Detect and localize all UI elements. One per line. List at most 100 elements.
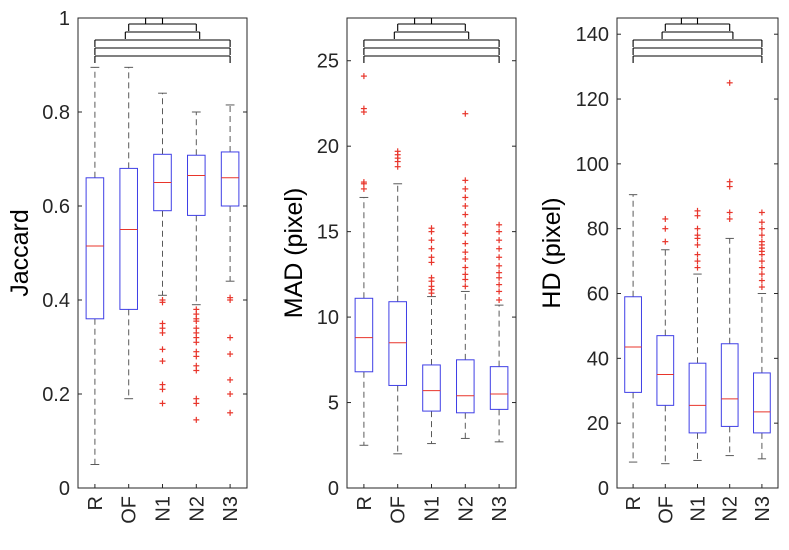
y-tick-label: 20 [317,136,339,158]
x-tick-label: N1 [688,496,710,522]
y-tick-label: 120 [576,89,609,111]
outlier-point [159,299,166,306]
outlier-point [394,163,401,170]
outlier-point [496,297,503,303]
outlier-point [496,254,503,261]
y-tick-label: 0.8 [42,102,70,124]
box-r [624,194,642,463]
iqr-box [85,177,105,320]
outlier-point [394,148,401,155]
y-tick-label: 5 [328,393,339,415]
outlier-point [462,177,469,184]
y-axis-label: HD (pixel) [538,197,566,308]
outlier-point [193,367,200,374]
bracket [363,55,500,63]
y-ticks: 0 0.2 0.4 0.6 0.8 1 [42,8,247,500]
x-tick-label: N3 [752,496,774,522]
outlier-point [462,203,469,209]
panel-hd: 0 20 40 60 80 100 120 140 R OF N1 N2 N3 HD (pixel) [538,17,779,524]
y-tick-label: 0 [328,478,339,500]
iqr-box [688,362,707,434]
outlier-point [462,185,469,192]
box-r [354,73,374,446]
outlier-point [462,230,469,237]
iqr-box [187,154,206,216]
x-tick-labels: R OF N1 N2 N3 [85,484,242,524]
outlier-point [496,237,503,244]
box-n3 [489,221,509,443]
outlier-point [694,258,701,265]
box-n2 [456,110,475,439]
outlier-point [726,215,733,222]
bracket [94,47,231,55]
outlier-point [662,225,669,232]
x-tick-label: N2 [720,496,742,522]
outlier-point [496,269,503,276]
box-r [85,66,105,465]
outlier-point [694,241,701,248]
outlier-point [360,105,367,112]
outlier-point [758,219,765,226]
outlier-point [662,238,669,245]
outlier-point [496,262,503,269]
outlier-point [360,73,367,80]
iqr-box [456,359,475,414]
outlier-point [462,271,469,278]
outlier-point [159,358,166,365]
outlier-point [462,264,469,271]
y-tick-label: 10 [317,307,339,329]
outlier-point [227,334,234,341]
bracket [94,55,231,63]
significance-brackets [632,17,763,63]
outlier-point [758,264,765,271]
iqr-box [720,343,739,427]
box-n1 [422,225,441,445]
bracket [94,39,231,47]
outlier-point [159,400,166,407]
outlier-point [462,283,469,290]
x-tick-label: N2 [455,496,477,522]
iqr-box [489,366,509,410]
outlier-point [758,284,765,291]
y-tick-label: 60 [587,284,609,306]
y-tick-label: 140 [576,24,609,46]
outlier-point [496,274,503,281]
x-tick-label: R [354,496,376,510]
y-tick-label: 20 [587,413,609,435]
outlier-point [758,277,765,284]
bracket [124,31,201,39]
x-tick-labels: R OF N1 N2 N3 [354,484,511,524]
box-of [388,148,407,455]
panel-mad: 0 5 10 15 20 25 R OF N1 N2 N3 MAD (pixel) [280,17,517,524]
outlier-point [159,329,166,336]
iqr-box [388,301,407,386]
outlier-point [193,416,200,423]
x-tick-labels: R OF N1 N2 N3 [623,484,774,524]
box-n3 [220,104,240,416]
outlier-point [227,297,234,303]
x-tick-label: R [85,496,107,510]
bracket [363,39,500,47]
outlier-point [159,386,166,393]
y-tick-label: 0.6 [42,196,70,218]
x-tick-label: OF [655,496,677,524]
outlier-point [462,249,469,256]
y-tick-label: 25 [317,51,339,73]
x-tick-label: OF [388,496,410,524]
iqr-box [422,364,441,412]
outlier-point [462,255,469,262]
bracket [632,39,763,47]
bracket [393,31,470,39]
outlier-point [462,240,469,247]
iqr-box [624,296,642,393]
outlier-point [496,281,503,288]
outlier-point [462,276,469,283]
significance-brackets [94,17,231,63]
significance-brackets [363,17,500,63]
outlier-point [227,351,234,358]
panel-jaccard: 0 0.2 0.4 0.6 0.8 1 R OF N1 N2 N3 Jaccard [6,8,248,524]
outlier-point [428,237,435,244]
y-tick-label: 0.2 [42,384,70,406]
outlier-point [758,209,765,216]
outlier-point [360,185,367,192]
